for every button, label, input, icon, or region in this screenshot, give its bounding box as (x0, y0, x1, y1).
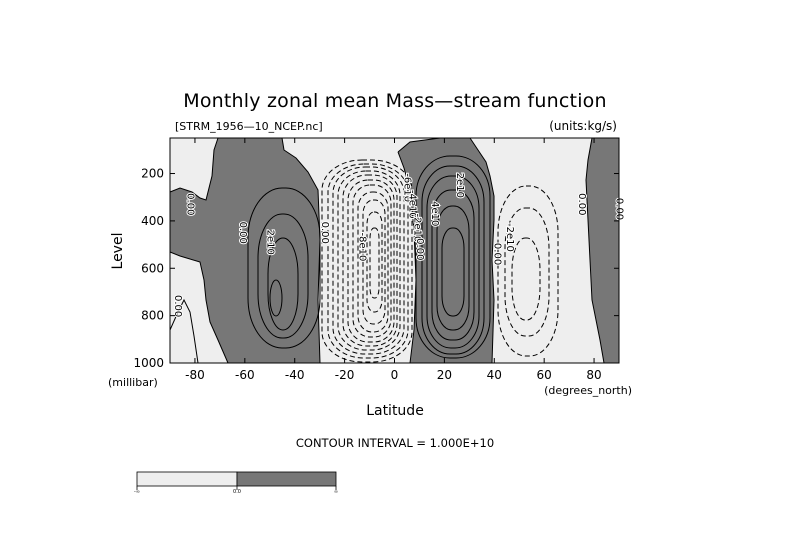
contour-line (321, 159, 413, 363)
zero-contour-line (169, 298, 199, 364)
contour-line (436, 205, 470, 331)
x-tick-label: -20 (335, 368, 355, 382)
y-axis-units: (millibar) (108, 376, 158, 389)
x-axis-units: (degrees_north) (544, 384, 632, 397)
colorbar: -∞ 0.0 ∞ (134, 471, 338, 495)
contour-label: 0.00 (576, 193, 587, 215)
contour-label: 2e10 (454, 173, 465, 198)
positive-region-northern (586, 138, 619, 363)
x-tick-label: 60 (537, 368, 552, 382)
x-tick-label: -40 (285, 368, 305, 382)
contour-line (269, 279, 283, 317)
contour-line (357, 191, 389, 333)
zero-contour-line (281, 137, 321, 364)
contour-line (441, 227, 465, 317)
y-tick-label: 1000 (133, 356, 164, 370)
y-tick-label: 400 (141, 214, 164, 228)
x-tick-label: -60 (235, 368, 255, 382)
contour-line (431, 189, 475, 341)
contour-line (337, 170, 401, 351)
x-tick-label: 0 (391, 368, 399, 382)
colorbar-label-min: -∞ (134, 489, 140, 495)
colorbar-positive-swatch (236, 471, 337, 487)
x-tick-label: 20 (437, 368, 452, 382)
zero-contour-line (397, 151, 417, 364)
y-axis-label: Level (110, 233, 126, 270)
contour-line (347, 179, 395, 343)
negative-patch-lower-left (170, 300, 198, 363)
contour-line (415, 155, 491, 359)
contour-label: -6e10 (401, 173, 412, 202)
y-tick-label: 200 (141, 167, 164, 181)
units-label: (units:kg/s) (549, 119, 617, 133)
zero-contour-line (585, 137, 605, 364)
contour-label: 0.00 (184, 193, 195, 215)
zero-contour-line (397, 137, 495, 364)
contours-southern-cell (247, 187, 321, 349)
contour-label: 0.00 (237, 222, 248, 244)
contour-label: 0.00 (319, 222, 330, 244)
y-tick-label: 800 (141, 309, 164, 323)
contours-hadley-positive (415, 155, 491, 359)
y-tick-label: 600 (141, 261, 164, 275)
contour-label: -2e10 (504, 223, 515, 252)
contour-line (267, 237, 299, 331)
contour-line (327, 163, 409, 359)
contour-line (352, 184, 392, 338)
contour-label: -4e10 (406, 190, 417, 219)
contour-line (247, 187, 321, 349)
contour-line (342, 174, 398, 347)
zero-contour-line (169, 251, 229, 364)
x-tick-label: 40 (487, 368, 502, 382)
x-tick-label: -80 (185, 368, 205, 382)
contour-label: 2e10 (264, 230, 275, 255)
contour-label: -8e10 (357, 233, 368, 262)
contour-line (257, 213, 309, 339)
colorbar-label-zero: 0.0 (233, 489, 241, 495)
x-axis-label: Latitude (366, 403, 424, 419)
colorbar-label-max: ∞ (334, 489, 338, 495)
contour-line (332, 166, 405, 355)
contour-line (421, 165, 485, 355)
contour-line (504, 207, 550, 337)
contour-label: 4e10 (429, 201, 440, 226)
chart-title: Monthly zonal mean Mass—stream function (183, 90, 607, 112)
contour-labels: 0.000.00 2e10 0.000.00-8e10-6e10-4e10-2e10… (171, 172, 626, 319)
contour-line (366, 211, 383, 313)
x-axis: -80 -60 -40 -20 0 20 40 60 80 (185, 138, 602, 382)
contour-line (426, 175, 480, 349)
source-file-label: [STRM_1956—10_NCEP.nc] (175, 120, 323, 133)
contour-label: 0.00 (172, 295, 183, 317)
contour-label: 0.00 (491, 243, 502, 265)
contour-line (511, 237, 541, 321)
contour-line (497, 185, 559, 357)
contour-label: -2e10 (411, 214, 422, 243)
contour-line (362, 199, 386, 325)
colorbar-negative-swatch (136, 471, 238, 487)
zero-contours (169, 137, 605, 364)
contour-line (369, 227, 380, 299)
contours-hadley-negative (321, 159, 413, 363)
contours-ferrel-negative (497, 185, 559, 357)
contour-label: 0.00 (414, 238, 425, 260)
plot-area: 0.000.00 2e10 0.000.00-8e10-6e10-4e10-2e10… (169, 137, 626, 364)
contour-interval-label: CONTOUR INTERVAL = 1.000E+10 (296, 436, 494, 450)
x-tick-label: 80 (586, 368, 601, 382)
y-axis: 200 400 600 800 1000 (133, 167, 619, 370)
zero-contour-line (169, 137, 219, 201)
